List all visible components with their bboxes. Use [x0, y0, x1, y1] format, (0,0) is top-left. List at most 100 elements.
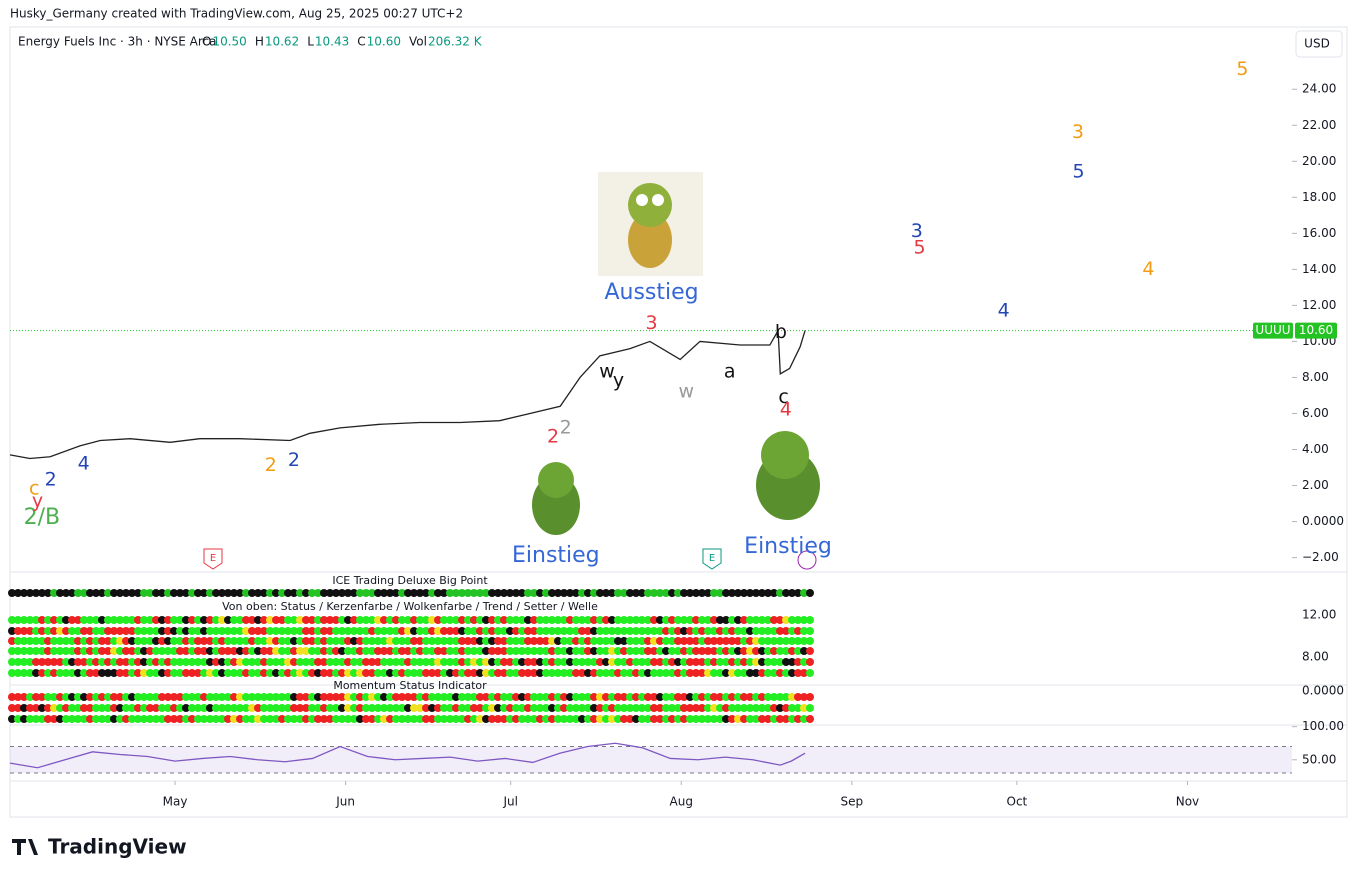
indicator-dot	[488, 616, 496, 624]
indicator-dot	[638, 627, 646, 635]
indicator-dot	[656, 616, 664, 624]
indicator-dot	[266, 616, 274, 624]
indicator-dot	[260, 637, 268, 645]
indicator-dot	[368, 627, 376, 635]
indicator-dot	[194, 715, 202, 723]
indicator-dot	[542, 637, 550, 645]
indicator-dot	[170, 715, 178, 723]
mascot-croc	[756, 431, 820, 520]
indicator-dot	[212, 589, 220, 597]
indicator-dot	[86, 693, 94, 701]
indicator-dot	[116, 658, 124, 666]
indicator-dot	[110, 616, 118, 624]
indicator-dot	[182, 627, 190, 635]
indicator-dot	[98, 647, 106, 655]
indicator-dot	[560, 715, 568, 723]
indicator-dot	[800, 627, 808, 635]
y-tick-label: 14.00	[1302, 262, 1336, 276]
indicator-dot	[326, 715, 334, 723]
indicator-dot	[278, 715, 286, 723]
ohlc-value: 10.62	[265, 35, 299, 49]
indicator-dot	[470, 704, 478, 712]
indicator-dot	[758, 693, 766, 701]
indicator-dot	[482, 616, 490, 624]
indicator-dot	[596, 715, 604, 723]
indicator-dot	[200, 658, 208, 666]
indicator-dot	[44, 704, 52, 712]
indicator-dot	[554, 658, 562, 666]
y-tick-label: 22.00	[1302, 118, 1336, 132]
indicator-dot	[782, 647, 790, 655]
event-marker[interactable]: E	[702, 548, 722, 570]
indicator-dot	[206, 627, 214, 635]
indicator-dot	[548, 589, 556, 597]
indicator-dot	[512, 693, 520, 701]
indicator-dot	[296, 715, 304, 723]
indicator-dot	[734, 704, 742, 712]
indicator-dot	[506, 589, 514, 597]
logo[interactable]: TradingView	[48, 835, 187, 859]
indicator-dot	[194, 693, 202, 701]
indicator-dot	[692, 693, 700, 701]
indicator-dot	[68, 647, 76, 655]
indicator-dot	[248, 637, 256, 645]
indicator-dot	[338, 704, 346, 712]
indicator-dot	[272, 647, 280, 655]
price-tag-label: 10.60	[1299, 323, 1333, 337]
indicator-dot	[794, 669, 802, 677]
indicator-dot	[758, 589, 766, 597]
indicator-dot	[146, 715, 154, 723]
event-marker[interactable]: E	[203, 548, 223, 570]
indicator-dot	[134, 647, 142, 655]
indicator-dot	[644, 647, 652, 655]
indicator-dot	[800, 704, 808, 712]
indicator-dot	[440, 616, 448, 624]
indicator-dot	[326, 704, 334, 712]
indicator-dot	[128, 616, 136, 624]
indicator-dot	[320, 704, 328, 712]
wave-label: 5	[1236, 58, 1248, 80]
indicator-dot	[62, 589, 70, 597]
indicator-dot	[410, 647, 418, 655]
indicator-dot	[152, 658, 160, 666]
indicator-dot	[140, 589, 148, 597]
indicator-dot	[236, 715, 244, 723]
indicator-dot	[488, 637, 496, 645]
indicator-dot	[8, 647, 16, 655]
indicator-dot	[548, 647, 556, 655]
wave-label: 3	[646, 312, 658, 334]
indicator-dot	[626, 589, 634, 597]
indicator-dot	[110, 589, 118, 597]
indicator-dot	[800, 589, 808, 597]
currency-button[interactable]	[1295, 30, 1343, 58]
wave-label: Einstieg	[512, 543, 600, 568]
indicator-dot	[596, 704, 604, 712]
indicator-dot	[764, 704, 772, 712]
indicator-dot	[788, 704, 796, 712]
indicator-dot	[176, 637, 184, 645]
indicator-dot	[536, 704, 544, 712]
indicator-dot	[122, 669, 130, 677]
indicator-dot	[542, 693, 550, 701]
indicator-dot	[518, 627, 526, 635]
indicator-dot	[146, 589, 154, 597]
indicator-dot	[404, 658, 412, 666]
indicator-dot	[320, 715, 328, 723]
indicator-dot	[416, 647, 424, 655]
indicator-dot	[50, 627, 58, 635]
indicator-dot	[446, 647, 454, 655]
indicator-dot	[494, 704, 502, 712]
indicator-dot	[188, 647, 196, 655]
indicator-dot	[434, 589, 442, 597]
indicator-dot	[482, 669, 490, 677]
indicator-dot	[770, 647, 778, 655]
indicator-dot	[62, 616, 70, 624]
indicator-dot	[782, 616, 790, 624]
indicator-dot	[620, 589, 628, 597]
indicator-dot	[290, 704, 298, 712]
indicator-dot	[680, 693, 688, 701]
event-marker[interactable]	[797, 550, 817, 570]
indicator-dot	[98, 658, 106, 666]
indicator-dot	[776, 704, 784, 712]
